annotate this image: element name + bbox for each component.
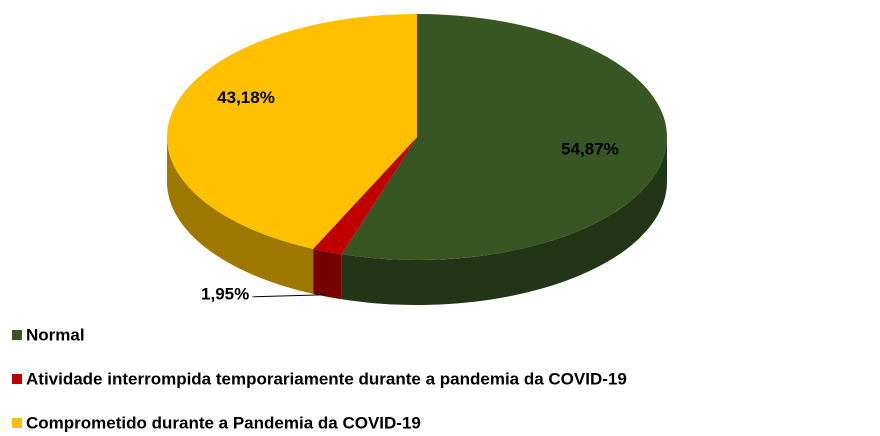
- leader-line: [252, 294, 326, 298]
- slice: [313, 137, 417, 255]
- legend-swatch: [12, 418, 22, 428]
- slice-side: [167, 137, 314, 294]
- data-label: 43,18%: [217, 88, 275, 107]
- slice: [167, 14, 417, 249]
- legend-label: Normal: [26, 325, 85, 344]
- slice: [341, 14, 668, 261]
- slice-side: [341, 137, 667, 305]
- legend-swatch: [12, 374, 22, 384]
- data-label: 1,95%: [201, 284, 249, 303]
- legend-label: Comprometido durante a Pandemia da COVID…: [26, 413, 421, 432]
- data-label: 54,87%: [561, 140, 619, 159]
- legend-swatch: [12, 330, 22, 340]
- slice-side: [313, 248, 342, 300]
- legend-label: Atividade interrompida temporariamente d…: [26, 369, 627, 388]
